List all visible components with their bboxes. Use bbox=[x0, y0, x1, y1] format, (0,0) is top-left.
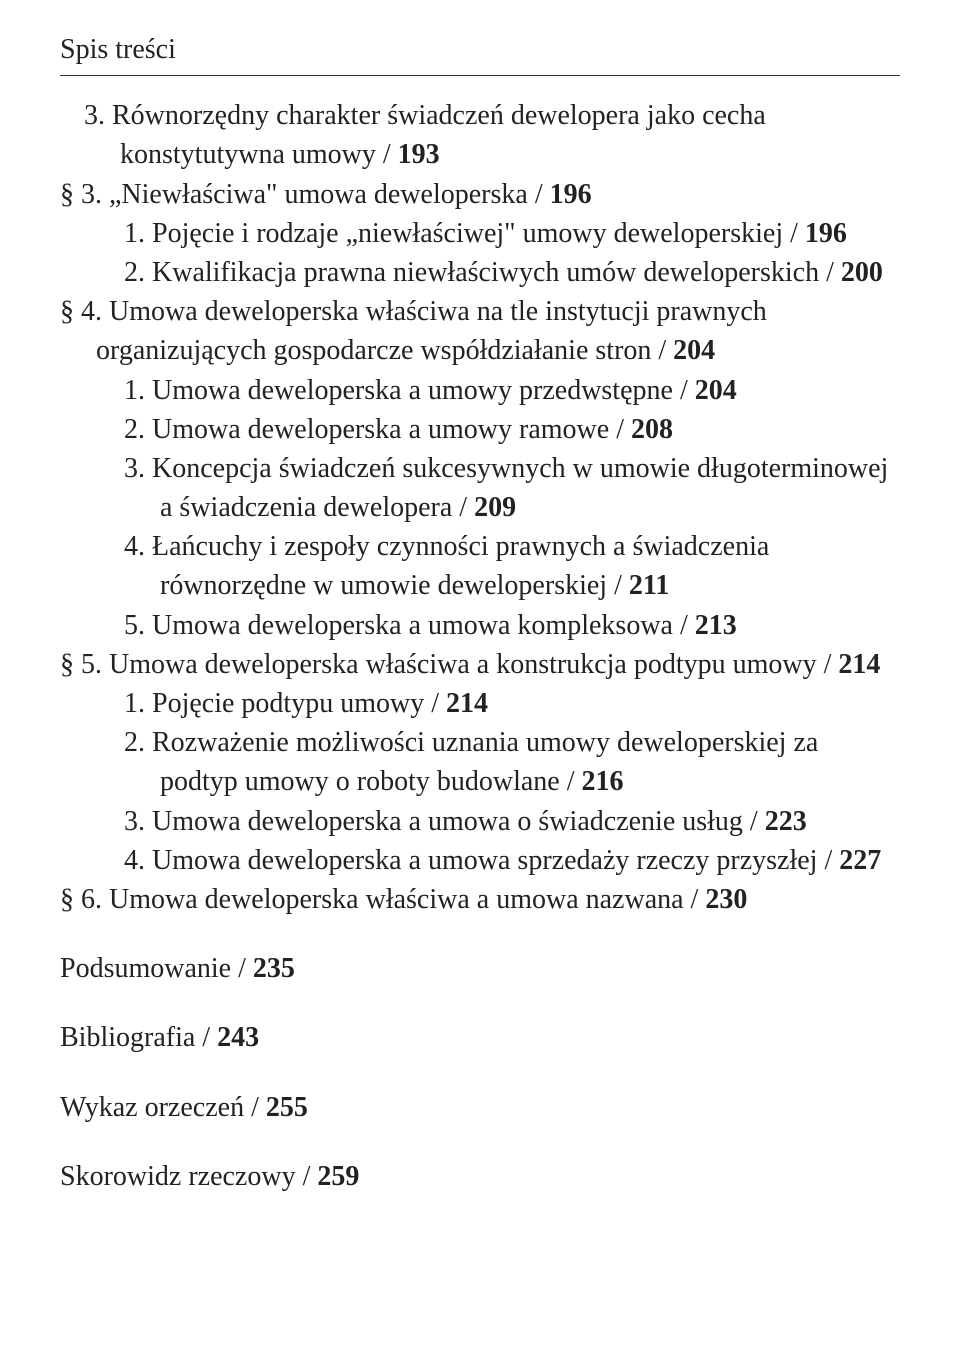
toc-entry-page: 204 bbox=[695, 375, 737, 406]
toc-section-page: 243 bbox=[217, 1022, 259, 1053]
toc-entry-text: „Niewłaściwa" umowa deweloperska / bbox=[109, 179, 550, 210]
toc-entry-text: Pojęcie podtypu umowy / bbox=[152, 688, 446, 719]
toc-entry: 2. Umowa deweloperska a umowy ramowe / 2… bbox=[160, 410, 900, 449]
toc-entry-page: 230 bbox=[705, 884, 747, 915]
toc-section-entry: Bibliografia / 243 bbox=[60, 1018, 900, 1057]
toc-entry-page: 211 bbox=[629, 570, 669, 601]
toc-entry: 4. Umowa deweloperska a umowa sprzedaży … bbox=[160, 841, 900, 880]
toc-entry-page: 223 bbox=[765, 806, 807, 837]
toc-entry: § 5. Umowa deweloperska właściwa a konst… bbox=[96, 645, 900, 684]
toc-entry-text: Pojęcie i rodzaje „niewłaściwej" umowy d… bbox=[152, 218, 805, 249]
toc-entry: 1. Umowa deweloperska a umowy przedwstęp… bbox=[160, 371, 900, 410]
toc-entry-text: Kwalifikacja prawna niewłaściwych umów d… bbox=[152, 257, 841, 288]
toc-entry-prefix: 4. bbox=[124, 531, 145, 562]
toc-entry-text: Umowa deweloperska właściwa a umowa nazw… bbox=[109, 884, 705, 915]
toc-entry: 3. Koncepcja świadczeń sukcesywnych w um… bbox=[160, 449, 900, 527]
toc-entry-page: 196 bbox=[805, 218, 847, 249]
toc-entry: 3. Umowa deweloperska a umowa o świadcze… bbox=[160, 802, 900, 841]
toc-section-entry: Skorowidz rzeczowy / 259 bbox=[60, 1157, 900, 1196]
toc-entry-prefix: 2. bbox=[124, 414, 145, 445]
toc-entry-text: Umowa deweloperska a umowy ramowe / bbox=[152, 414, 631, 445]
toc-entry-prefix: § 4. bbox=[60, 296, 102, 327]
toc-entry-prefix: 2. bbox=[124, 257, 145, 288]
toc-entry-page: 214 bbox=[446, 688, 488, 719]
toc-entry-prefix: 1. bbox=[124, 375, 145, 406]
toc-entry: 3. Równorzędny charakter świadczeń dewel… bbox=[120, 96, 900, 174]
toc-entry-page: 196 bbox=[550, 179, 592, 210]
toc-entry-page: 216 bbox=[582, 766, 624, 797]
toc-section-page: 259 bbox=[317, 1161, 359, 1192]
header-text: Spis treści bbox=[60, 34, 176, 65]
toc-section-page: 235 bbox=[253, 953, 295, 984]
toc-entry-prefix: 5. bbox=[124, 610, 145, 641]
toc-entry: 2. Rozważenie możliwości uznania umowy d… bbox=[160, 723, 900, 801]
toc-entry: § 6. Umowa deweloperska właściwa a umowa… bbox=[96, 880, 900, 919]
toc-entry-page: 193 bbox=[398, 139, 440, 170]
toc-entry-prefix: § 6. bbox=[60, 884, 102, 915]
toc-entry-page: 227 bbox=[839, 845, 881, 876]
toc-entry: § 3. „Niewłaściwa" umowa deweloperska / … bbox=[96, 175, 900, 214]
toc-section-text: Skorowidz rzeczowy / bbox=[60, 1161, 317, 1192]
toc-entry-text: Umowa deweloperska właściwa a konstrukcj… bbox=[109, 649, 838, 680]
toc-entry: 1. Pojęcie i rodzaje „niewłaściwej" umow… bbox=[160, 214, 900, 253]
toc-entry-prefix: 4. bbox=[124, 845, 145, 876]
toc-entry-page: 214 bbox=[838, 649, 880, 680]
toc-section-text: Bibliografia / bbox=[60, 1022, 217, 1053]
toc-entry-page: 208 bbox=[631, 414, 673, 445]
toc-entry-text: Umowa deweloperska a umowa sprzedaży rze… bbox=[152, 845, 839, 876]
toc-entry-prefix: § 5. bbox=[60, 649, 102, 680]
toc-entry-text: Umowa deweloperska a umowa o świadczenie… bbox=[152, 806, 765, 837]
toc-entry-text: Umowa deweloperska a umowa kompleksowa / bbox=[152, 610, 695, 641]
toc-entry-text: Umowa deweloperska właściwa na tle insty… bbox=[96, 296, 767, 366]
toc-entry: § 4. Umowa deweloperska właściwa na tle … bbox=[96, 292, 900, 370]
toc-entry-prefix: 1. bbox=[124, 688, 145, 719]
toc-section-entry: Wykaz orzeczeń / 255 bbox=[60, 1088, 900, 1127]
table-of-contents: 3. Równorzędny charakter świadczeń dewel… bbox=[60, 96, 900, 1196]
toc-entry-page: 200 bbox=[841, 257, 883, 288]
toc-entry: 4. Łańcuchy i zespoły czynności prawnych… bbox=[160, 527, 900, 605]
toc-entry-text: Koncepcja świadczeń sukcesywnych w umowi… bbox=[152, 453, 888, 523]
toc-entry-text: Rozważenie możliwości uznania umowy dewe… bbox=[152, 727, 818, 797]
toc-entry-prefix: 1. bbox=[124, 218, 145, 249]
toc-entry-prefix: 3. bbox=[124, 453, 145, 484]
toc-section-page: 255 bbox=[266, 1092, 308, 1123]
toc-entry-text: Łańcuchy i zespoły czynności prawnych a … bbox=[152, 531, 769, 601]
toc-entry: 5. Umowa deweloperska a umowa kompleksow… bbox=[160, 606, 900, 645]
toc-section-text: Podsumowanie / bbox=[60, 953, 253, 984]
toc-entry-prefix: 3. bbox=[84, 100, 105, 131]
toc-section-text: Wykaz orzeczeń / bbox=[60, 1092, 266, 1123]
toc-entry-prefix: 3. bbox=[124, 806, 145, 837]
toc-section-entry: Podsumowanie / 235 bbox=[60, 949, 900, 988]
toc-entry-page: 209 bbox=[474, 492, 516, 523]
toc-entry: 2. Kwalifikacja prawna niewłaściwych umó… bbox=[160, 253, 900, 292]
toc-entry-text: Umowa deweloperska a umowy przedwstępne … bbox=[152, 375, 695, 406]
toc-entry-prefix: 2. bbox=[124, 727, 145, 758]
toc-entry-page: 204 bbox=[673, 335, 715, 366]
toc-entry: 1. Pojęcie podtypu umowy / 214 bbox=[160, 684, 900, 723]
toc-entry-page: 213 bbox=[695, 610, 737, 641]
page-header: Spis treści bbox=[60, 30, 900, 76]
toc-entry-prefix: § 3. bbox=[60, 179, 102, 210]
